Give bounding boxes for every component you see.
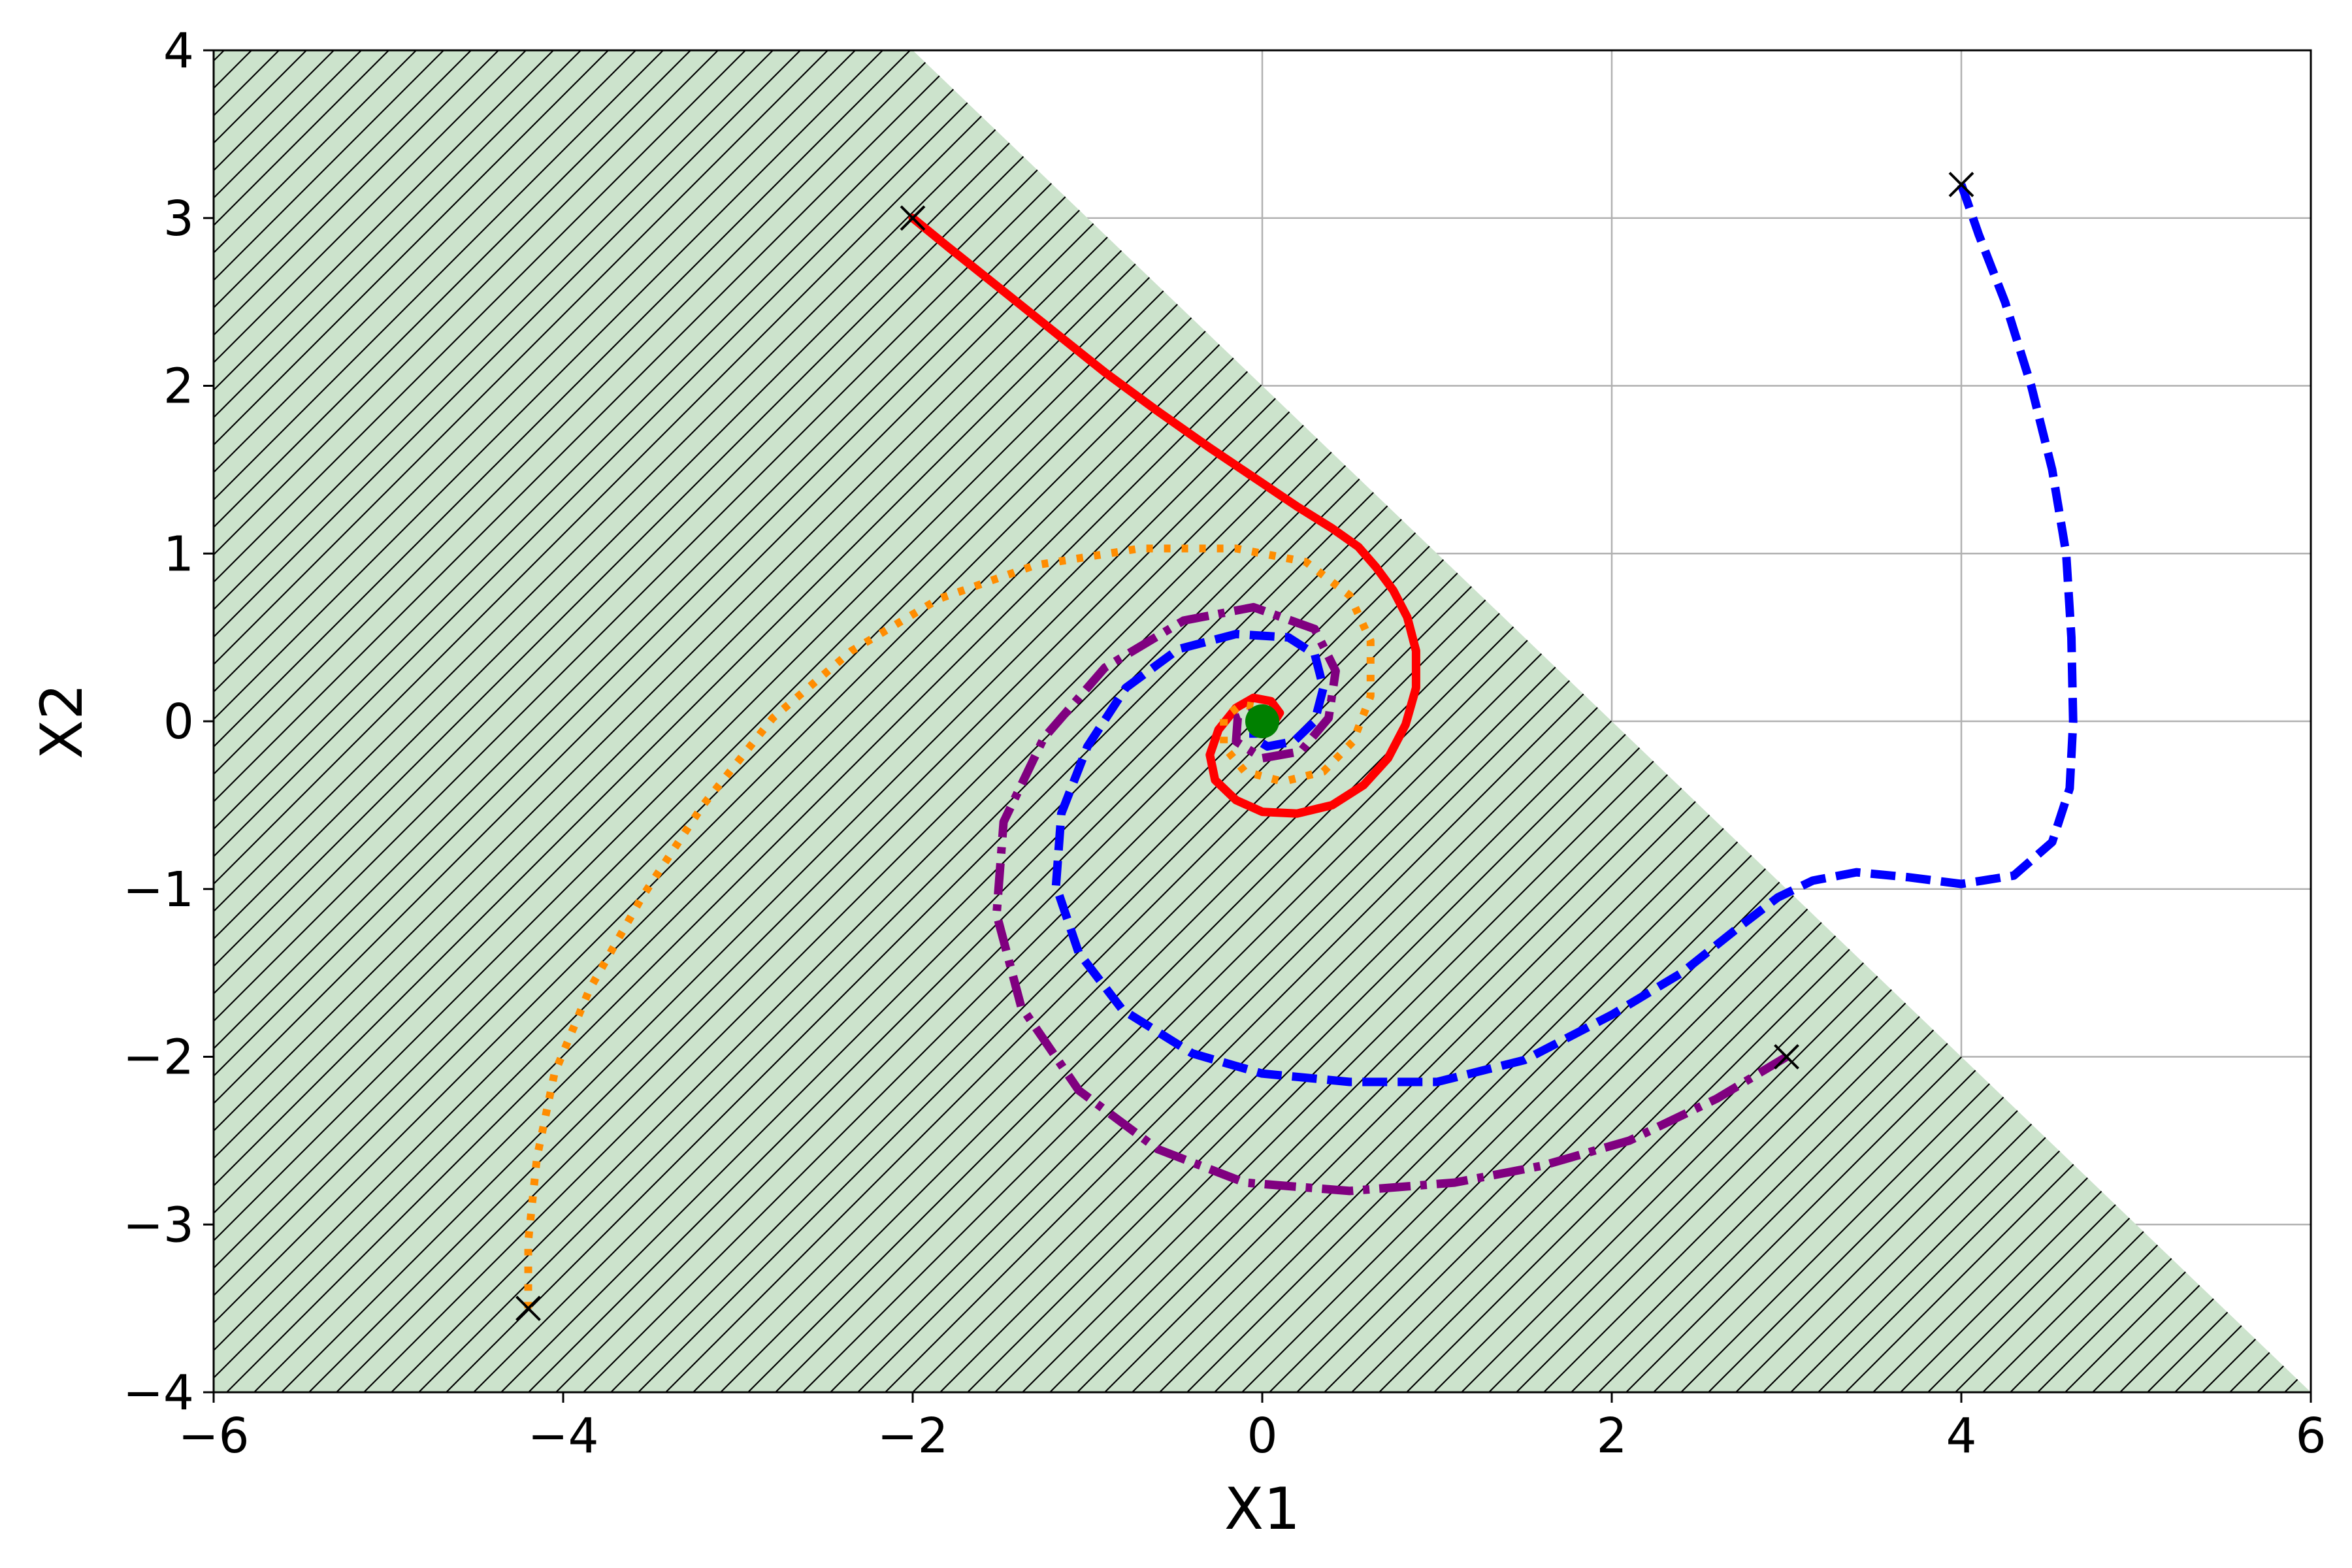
y-tick-label-0: −4 xyxy=(123,1365,194,1421)
y-tick-label-7: 3 xyxy=(163,191,194,247)
y-tick-label-2: −2 xyxy=(123,1030,194,1086)
x-tick-label-4: 2 xyxy=(1596,1408,1627,1464)
trajectory-dashdot-3 xyxy=(992,602,1789,1196)
x-axis-label: X1 xyxy=(1224,1475,1300,1543)
trajectory-dashed-1 xyxy=(1051,183,2078,1086)
x-tick-label-3: 0 xyxy=(1247,1408,1277,1464)
y-tick-label-8: 4 xyxy=(163,23,194,79)
y-axis-ticks: −4 −3 −2 −1 0 1 2 3 4 xyxy=(123,23,214,1421)
y-tick-label-5: 1 xyxy=(163,526,194,582)
y-tick-label-3: −1 xyxy=(123,862,194,918)
trajectories xyxy=(524,183,2078,1309)
y-axis-label: X2 xyxy=(28,683,95,759)
x-axis-ticks: −6 −4 −2 0 2 4 6 xyxy=(178,1392,2327,1464)
y-tick-label-1: −3 xyxy=(123,1197,194,1253)
start-marker-3 xyxy=(1774,1044,1799,1070)
start-marker-0 xyxy=(900,205,926,231)
equilibrium-point xyxy=(1245,704,1279,738)
x-tick-label-1: −4 xyxy=(527,1408,598,1464)
y-tick-label-6: 2 xyxy=(163,359,194,415)
trajectory-dotted-2 xyxy=(524,544,1375,1309)
x-tick-label-5: 4 xyxy=(1946,1408,1976,1464)
markers xyxy=(515,171,1974,1322)
y-tick-label-4: 0 xyxy=(163,694,194,750)
start-marker-2 xyxy=(515,1296,541,1322)
x-tick-label-2: −2 xyxy=(877,1408,948,1464)
x-tick-label-6: 6 xyxy=(2295,1408,2326,1464)
x-tick-label-0: −6 xyxy=(178,1408,249,1464)
start-marker-1 xyxy=(1948,171,1974,197)
